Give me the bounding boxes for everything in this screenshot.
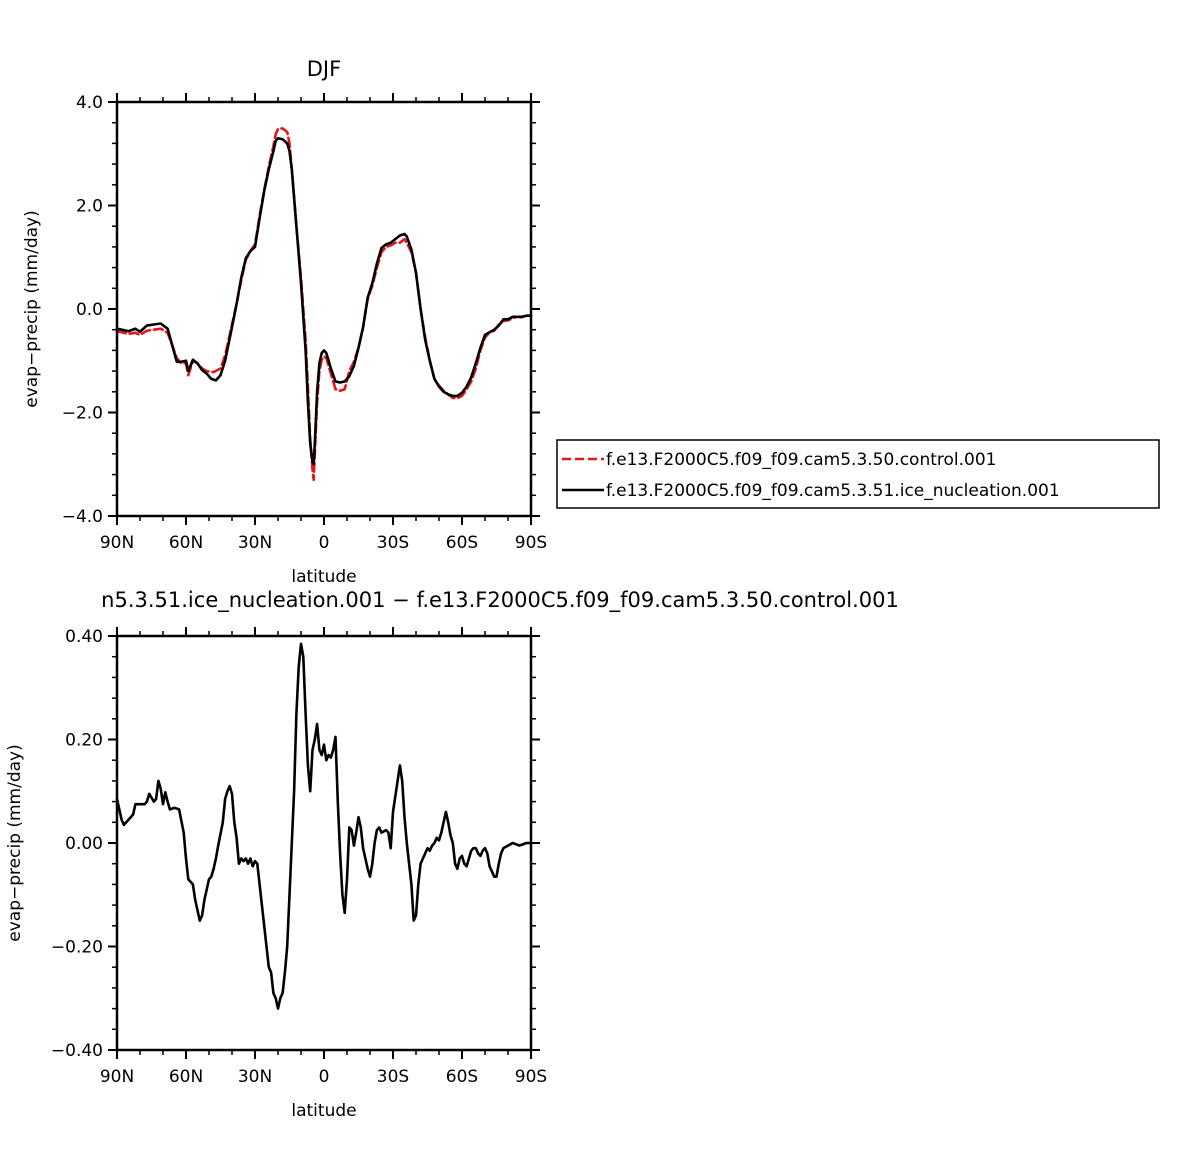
top-x-tick-label: 0 [319,533,330,553]
top-x-tick-label: 90S [515,533,547,553]
top-series-line-1 [115,136,533,466]
top-panel: DJF 90N 60N 30N 0 30S 60S 90S −4.0 −2.0 0.0 2.0 4.0… [22,57,547,587]
bottom-plot-frame [115,634,533,1052]
bottom-y-tick-label: 0.00 [65,834,103,854]
top-series-line-0 [115,127,533,482]
bottom-ylabel: evap−precip (mm/day) [5,744,25,941]
top-y-tick-label: 4.0 [76,93,103,113]
top-x-tick-label: 60S [446,533,478,553]
legend-label-control: f.e13.F2000C5.f09_f09.cam5.3.50.control.… [606,450,997,470]
bottom-y-tick-label: 0.20 [65,731,103,751]
top-y-tick-label: 0.0 [76,300,103,320]
top-x-tick-label: 60N [169,533,203,553]
top-x-tick-label: 30N [238,533,272,553]
bottom-series-group [115,642,533,1010]
bottom-y-tick-label: 0.40 [65,627,103,647]
legend: f.e13.F2000C5.f09_f09.cam5.3.50.control.… [556,439,1160,509]
top-y-tick-label: −2.0 [62,404,103,424]
bottom-series-line-0 [115,642,533,1010]
bottom-xlabel: latitude [291,1101,356,1121]
bottom-y-tick-label: −0.40 [51,1041,103,1061]
top-ticks-group: 90N 60N 30N 0 30S 60S 90S −4.0 −2.0 0.0 2.0 4.0 [62,93,547,553]
top-series-group [115,127,533,482]
top-x-tick-label: 30S [377,533,409,553]
top-xlabel: latitude [291,567,356,587]
bottom-x-tick-label: 60N [169,1067,203,1087]
bottom-x-tick-label: 60S [446,1067,478,1087]
top-y-tick-label: 2.0 [76,197,103,217]
bottom-x-tick-label: 90N [100,1067,134,1087]
bottom-x-tick-label: 30N [238,1067,272,1087]
top-ylabel: evap−precip (mm/day) [22,210,42,407]
bottom-x-tick-label: 30S [377,1067,409,1087]
bottom-x-tick-label: 90S [515,1067,547,1087]
legend-box [556,439,1160,509]
top-y-tick-label: −4.0 [62,507,103,527]
bottom-y-tick-label: −0.20 [51,938,103,958]
bottom-panel: n5.3.51.ice_nucleation.001 − f.e13.F2000… [5,588,899,1121]
top-plot-frame [115,100,533,518]
bottom-title: n5.3.51.ice_nucleation.001 − f.e13.F2000… [101,588,899,613]
bottom-x-tick-label: 0 [319,1067,330,1087]
legend-label-ice-nucleation: f.e13.F2000C5.f09_f09.cam5.3.51.ice_nucl… [606,481,1060,501]
top-x-tick-label: 90N [100,533,134,553]
top-title: DJF [307,57,341,81]
bottom-ticks-group: 90N 60N 30N 0 30S 60S 90S −0.40 −0.20 0.00 0.20 0.4… [51,627,547,1087]
